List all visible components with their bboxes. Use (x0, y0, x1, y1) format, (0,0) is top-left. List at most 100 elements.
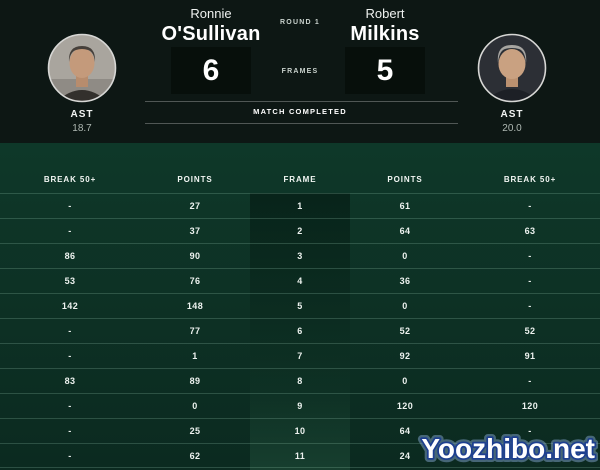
watermark-text: Yoozhibo.net (421, 433, 595, 464)
cell-frame: 5 (297, 301, 303, 311)
table-row: - 27 1 61 - (0, 193, 600, 218)
cell-points-right: 61 (399, 201, 411, 211)
cell-break-right: - (528, 251, 532, 261)
column-header-break-right: BREAK 50+ (503, 175, 557, 184)
match-status-text: MATCH COMPLETED (253, 107, 347, 116)
cell-points-left: 77 (189, 326, 201, 336)
cell-points-left: 89 (189, 376, 201, 386)
cell-points-left: 62 (189, 450, 201, 461)
cell-points-left: 27 (189, 201, 201, 211)
status-divider-bottom (145, 123, 458, 124)
frames-table-header: BREAK 50+ POINTS FRAME POINTS BREAK 50+ (0, 143, 600, 193)
cell-break-right: - (528, 426, 532, 436)
watermark: Yoozhibo.net Yoozhibo.net (417, 429, 598, 468)
cell-points-right: 36 (399, 276, 411, 286)
cell-break-left: 86 (64, 251, 76, 261)
cell-frame: 1 (297, 201, 303, 211)
player-left-stat-value: 18.7 (72, 123, 92, 134)
player-right-last-name: Milkins (350, 23, 420, 45)
frames-label: FRAMES (281, 68, 319, 75)
table-row: - 0 9 120 120 (0, 393, 600, 418)
frames-table-body: -27 1 61- -37 2 64 63 86 90 3 0-53 76 4 36-142 148 5 0- -… (0, 193, 600, 468)
cell-break-left: - (68, 201, 72, 211)
cell-points-left: 76 (189, 276, 201, 286)
cell-points-right: 64 (399, 426, 411, 436)
player-left-stat-label: AST (70, 109, 94, 120)
cell-points-right: 92 (399, 351, 411, 361)
cell-break-left: - (68, 226, 72, 236)
watermark-glow-text: Yoozhibo.net (421, 433, 595, 464)
player-right-photo-icon (477, 33, 547, 103)
cell-points-right: 0 (402, 301, 408, 311)
cell-frame: 6 (297, 326, 303, 336)
round-label: ROUND 1 (280, 19, 320, 26)
cell-points-left: 1 (192, 351, 198, 361)
cell-points-right: 120 (396, 401, 414, 411)
player-left-stat: AST 18.7 (0, 109, 164, 134)
table-row: 83 89 8 0 - (0, 368, 600, 393)
table-row: - 77 6 52 52 (0, 318, 600, 343)
player-right-frames-score: 5 (345, 47, 425, 94)
cell-points-right: 64 (399, 226, 411, 236)
cell-break-right: - (528, 301, 532, 311)
table-row: - 37 2 64 63 (0, 218, 600, 243)
cell-frame: 8 (297, 376, 303, 386)
player-left-photo-icon (47, 33, 117, 103)
cell-points-left: 90 (189, 251, 201, 261)
table-row: 86 90 3 0 - (0, 243, 600, 268)
table-row: 142 148 5 0 - (0, 293, 600, 318)
cell-break-right: 120 (521, 401, 539, 411)
player-left-frames-score: 6 (171, 47, 251, 94)
table-row: - 1 7 92 91 (0, 343, 600, 368)
cell-frame: 7 (297, 351, 303, 361)
cell-break-right: - (528, 450, 532, 461)
table-row: - 62 11 24 - (0, 443, 600, 468)
cell-break-right: 91 (524, 351, 536, 361)
cell-break-left: 83 (64, 376, 76, 386)
frame-column-highlight (250, 193, 350, 470)
cell-points-left: 37 (189, 226, 201, 236)
player-right-stat: AST 20.0 (430, 109, 594, 134)
cell-points-left: 0 (192, 401, 198, 411)
cell-break-right: - (528, 276, 532, 286)
cell-points-right: 0 (402, 376, 408, 386)
player-right-avatar (477, 33, 547, 103)
player-left-avatar (47, 33, 117, 103)
cell-points-right: 0 (402, 251, 408, 261)
cell-frame: 4 (297, 276, 303, 286)
match-header: AST 18.7 AST 20.0 Ronnie O'Sullivan Robe… (0, 0, 600, 143)
cell-break-right: 52 (524, 326, 536, 336)
column-header-points-right: POINTS (387, 175, 423, 184)
status-divider-top (145, 101, 458, 102)
player-right-first-name: Robert (365, 6, 405, 21)
column-header-break-left: BREAK 50+ (43, 175, 97, 184)
cell-break-left: - (68, 351, 72, 361)
player-right-stat-label: AST (500, 109, 524, 120)
cell-break-left: 142 (61, 301, 79, 311)
cell-frame: 11 (294, 450, 306, 461)
player-left-first-name: Ronnie (190, 6, 232, 21)
player-right-name: Robert Milkins (295, 6, 475, 46)
cell-break-right: 63 (524, 226, 536, 236)
cell-break-left: - (68, 401, 72, 411)
cell-break-left: 53 (64, 276, 76, 286)
column-header-points-left: POINTS (177, 175, 213, 184)
cell-frame: 9 (297, 401, 303, 411)
cell-break-left: - (68, 426, 72, 436)
table-row: - 25 10 64 - (0, 418, 600, 443)
table-row: 53 76 4 36 - (0, 268, 600, 293)
player-left-name: Ronnie O'Sullivan (121, 6, 301, 46)
cell-break-left: - (68, 450, 72, 461)
player-right-stat-value: 20.0 (502, 123, 522, 134)
column-header-frame: FRAME (283, 175, 317, 184)
cell-points-left: 25 (189, 426, 201, 436)
cell-frame: 3 (297, 251, 303, 261)
cell-points-left: 148 (186, 301, 204, 311)
cell-frame: 10 (294, 426, 306, 436)
cell-points-right: 24 (399, 450, 411, 461)
cell-frame: 2 (297, 226, 303, 236)
cell-points-right: 52 (399, 326, 411, 336)
frames-table: BREAK 50+ POINTS FRAME POINTS BREAK 50+ … (0, 143, 600, 470)
player-left-last-name: O'Sullivan (161, 23, 261, 45)
cell-break-left: - (68, 326, 72, 336)
